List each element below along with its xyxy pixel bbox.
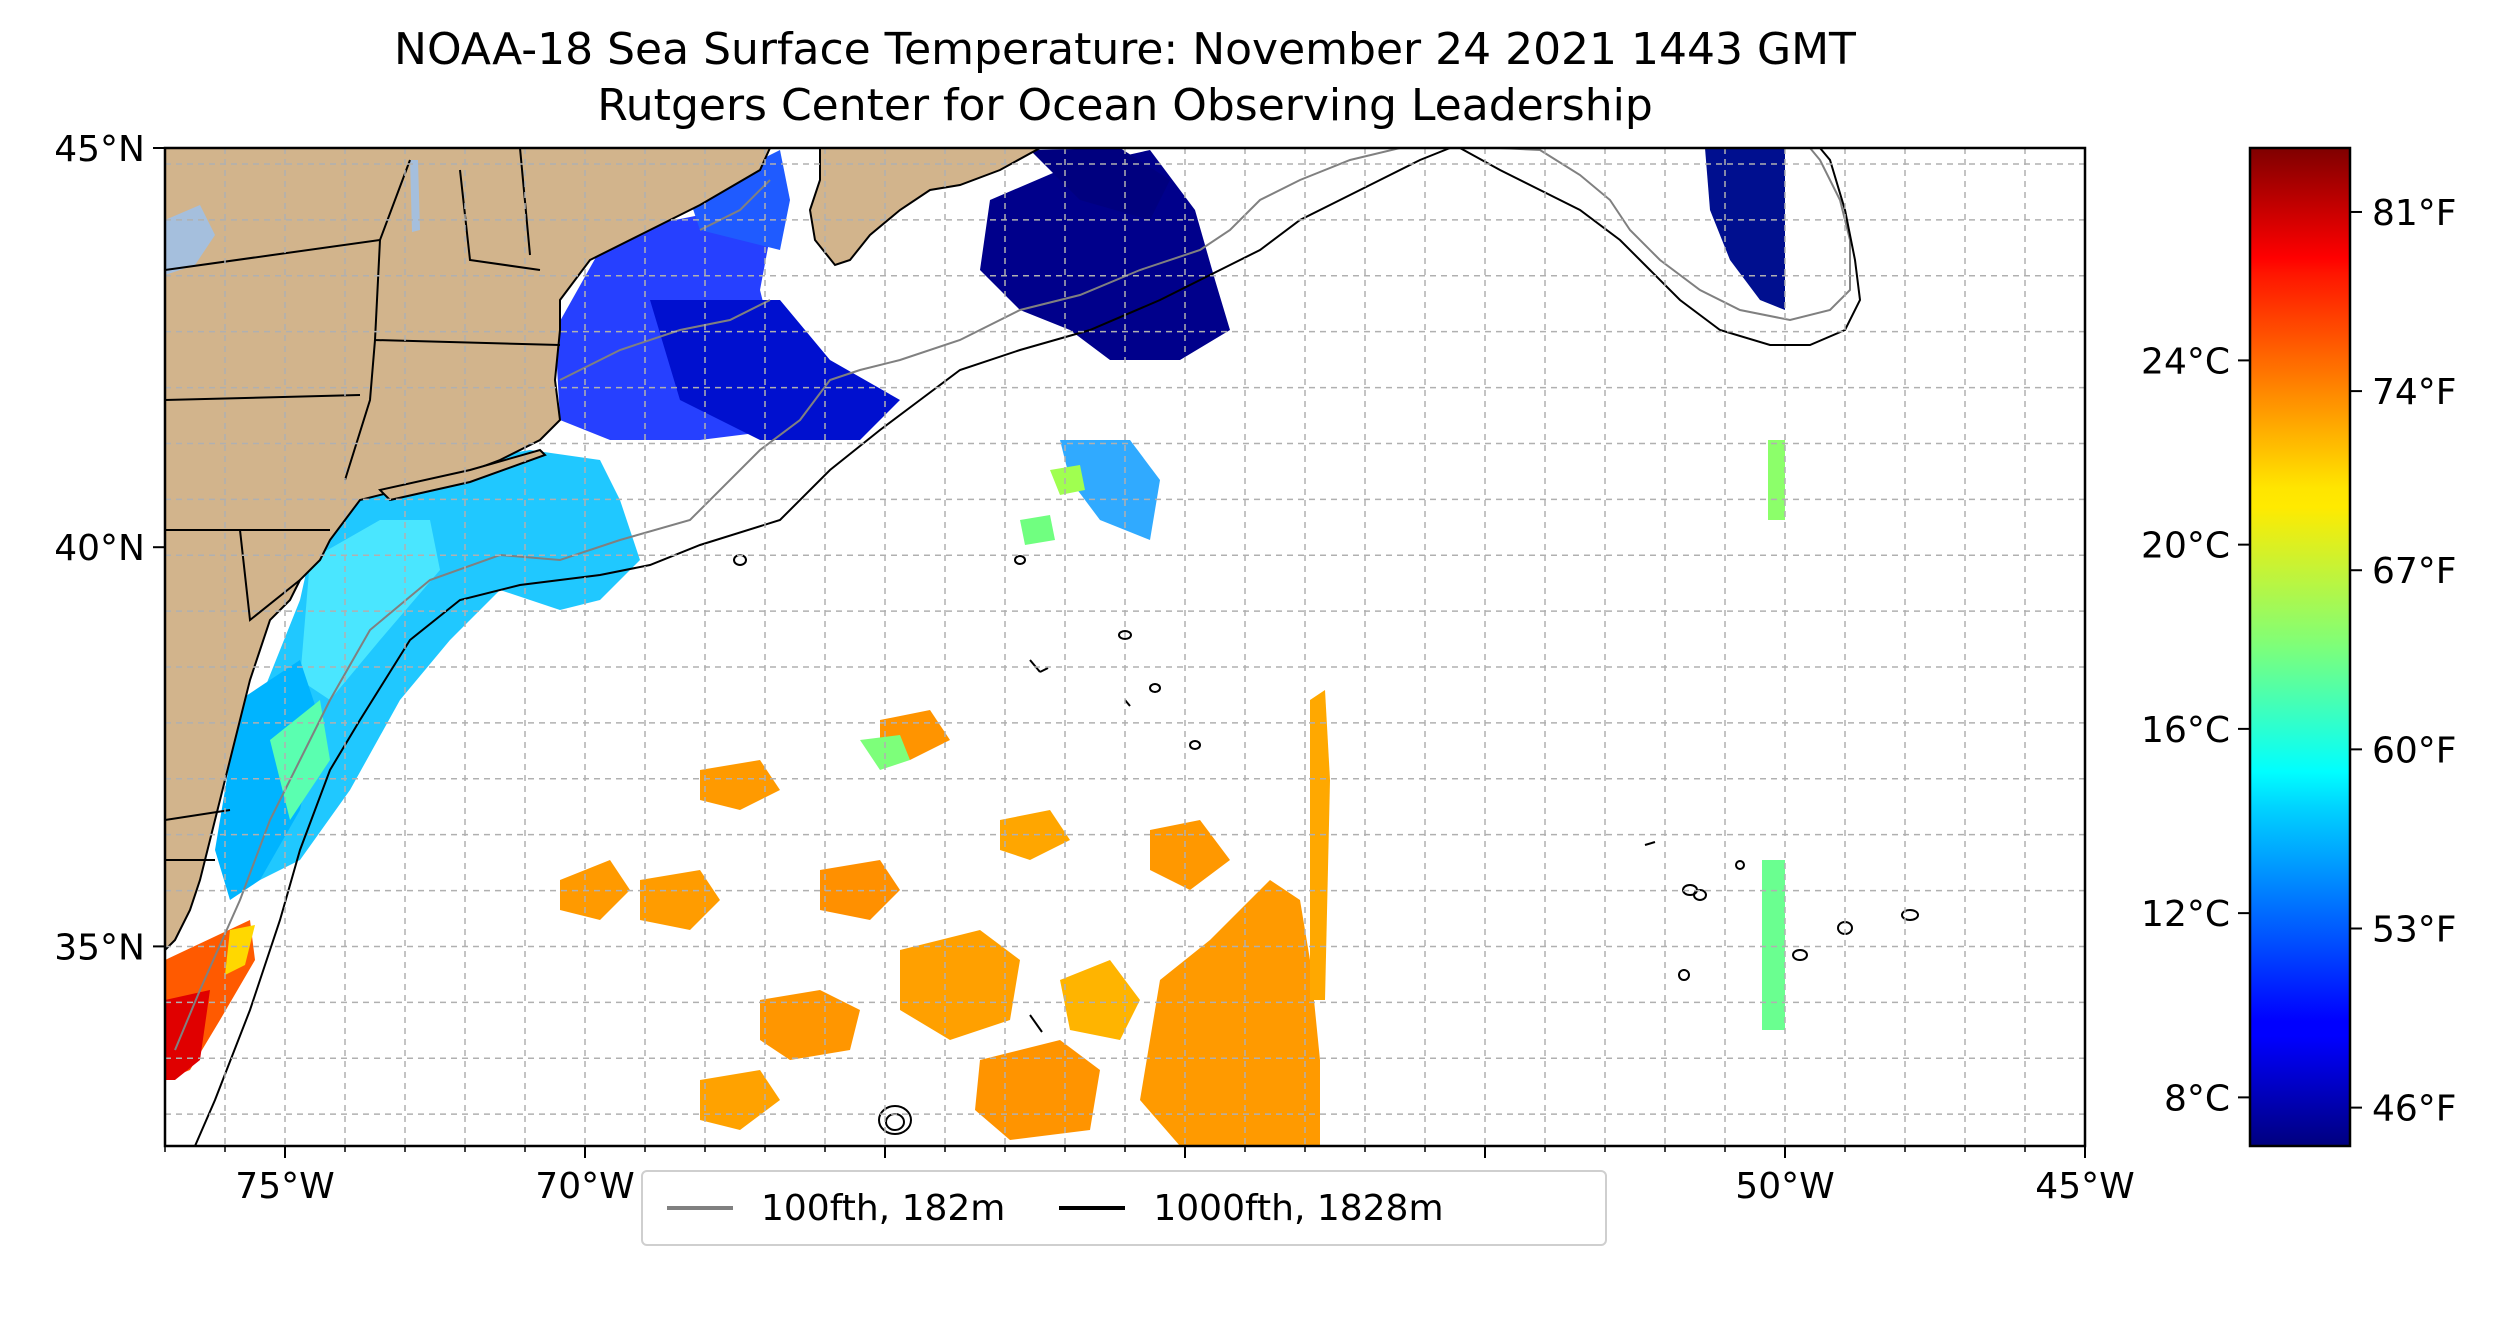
legend-label-100fth: 100fth, 182m xyxy=(761,1187,1006,1229)
colorbar: 81°F 74°F 67°F 60°F 53°F 46°F 24°C 20°C 16°C 12°… xyxy=(2141,146,2457,1148)
sst-patch-scotian-dark xyxy=(980,150,1230,360)
sst-patch-gulfstream-strip xyxy=(1310,690,1330,1000)
legend-line-100fth xyxy=(667,1206,733,1210)
colorbar-gradient xyxy=(2248,146,2352,1148)
sst-patch-east-strip-2 xyxy=(1762,860,1785,1030)
colorbar-celsius-axis: 24°C 20°C 16°C 12°C 8°C xyxy=(2141,341,2250,1119)
colorbar-f-label: 60°F xyxy=(2372,730,2457,771)
colorbar-c-label: 20°C xyxy=(2141,526,2230,567)
land-north-america xyxy=(165,148,770,950)
land-nova-scotia xyxy=(810,148,1040,265)
sst-patch-scotian-dark-2 xyxy=(1030,148,1170,220)
sst-patch-nova-north xyxy=(1705,148,1785,310)
sst-patch-green-a xyxy=(860,735,910,770)
sst-patch-south-2 xyxy=(900,930,1020,1040)
colorbar-fahrenheit-axis: 81°F 74°F 67°F 60°F 53°F 46°F xyxy=(2350,193,2457,1130)
sst-patch-south-11 xyxy=(1150,820,1230,890)
colorbar-f-label: 53°F xyxy=(2372,909,2457,950)
sst-observations xyxy=(165,148,1785,1146)
colorbar-c-label: 12°C xyxy=(2141,894,2230,935)
lake-champlain xyxy=(410,160,420,232)
title-line-1: NOAA-18 Sea Surface Temperature: Novembe… xyxy=(394,24,1856,75)
title-line-2: Rutgers Center for Ocean Observing Leade… xyxy=(597,80,1653,131)
sst-patch-green-c xyxy=(1020,515,1055,545)
lon-tick-label: 50°W xyxy=(1735,1166,1834,1207)
contour-100fth xyxy=(174,148,1401,1051)
sst-patch-south-1 xyxy=(760,990,860,1060)
colorbar-c-label: 16°C xyxy=(2141,710,2230,751)
contour-1000fth-grand-banks xyxy=(1459,148,1862,346)
legend: 100fth, 182m 1000fth, 1828m xyxy=(641,1170,1607,1246)
coastline xyxy=(165,148,771,951)
sst-patch-south-7 xyxy=(700,760,780,810)
map-title: NOAA-18 Sea Surface Temperature: Novembe… xyxy=(165,22,2085,134)
gridlines xyxy=(165,148,2085,1146)
sst-patch-south-12 xyxy=(700,1070,780,1130)
legend-item-1000fth: 1000fth, 1828m xyxy=(1059,1187,1444,1229)
sst-patch-green-b xyxy=(1050,465,1085,495)
legend-label-1000fth: 1000fth, 1828m xyxy=(1153,1187,1444,1229)
lon-tick-label: 45°W xyxy=(2035,1166,2134,1207)
colorbar-f-label: 67°F xyxy=(2372,551,2457,592)
lat-tick-label: 40°N xyxy=(54,528,145,569)
sst-patch-delmarva xyxy=(215,660,320,900)
lon-tick-label: 75°W xyxy=(235,1166,334,1207)
lake-ontario-corner xyxy=(165,205,215,275)
state-boundaries xyxy=(165,148,561,861)
sst-patch-hatteras-yellow xyxy=(225,925,255,975)
lon-tick-label: 70°W xyxy=(535,1166,634,1207)
sst-patch-georges xyxy=(650,300,900,440)
coastline-nova-scotia xyxy=(808,148,1041,267)
sst-patch-south-3 xyxy=(975,1040,1100,1140)
sst-patch-shelf-light xyxy=(300,520,440,700)
colorbar-c-label: 8°C xyxy=(2164,1078,2230,1119)
contour-1000fth xyxy=(194,148,1451,1146)
legend-item-100fth: 100fth, 182m xyxy=(667,1188,1005,1229)
contour-100fth-gulf-maine xyxy=(559,179,771,381)
sst-patch-south-5 xyxy=(640,870,720,930)
sst-patch-east-strip xyxy=(1768,440,1785,520)
lat-tick-label: 45°N xyxy=(54,129,145,170)
sst-patch-south-4 xyxy=(1060,960,1140,1040)
lat-tick-label: 35°N xyxy=(54,927,145,968)
sst-patch-slope-bits xyxy=(1060,440,1160,540)
contour-100fth-grand-banks xyxy=(1499,148,1851,322)
colorbar-f-label: 81°F xyxy=(2372,193,2457,234)
lat-axis: 45°N 40°N 35°N xyxy=(54,129,165,968)
colorbar-c-label: 24°C xyxy=(2141,341,2230,382)
sst-patch-gulfstream-main xyxy=(1140,880,1320,1146)
colorbar-f-label: 74°F xyxy=(2372,372,2457,413)
legend-line-1000fth xyxy=(1059,1206,1126,1210)
colorbar-f-label: 46°F xyxy=(2372,1089,2457,1130)
